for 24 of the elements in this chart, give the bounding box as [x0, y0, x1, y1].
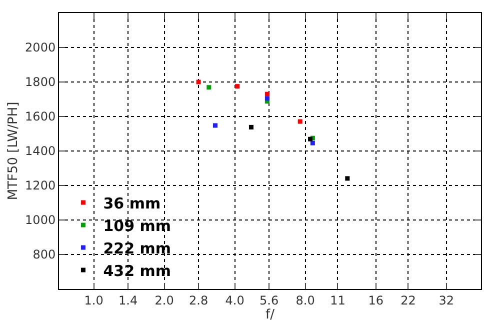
x-tick-label: 8.0 — [296, 293, 315, 308]
x-tick-label: 32 — [438, 293, 454, 308]
x-tick-label: 1.0 — [84, 293, 104, 308]
y-tick-label: 1600 — [25, 110, 56, 124]
x-tick-label: 2.0 — [154, 293, 174, 308]
x-tick-label: 16 — [368, 293, 384, 308]
y-tick-label: 1800 — [25, 75, 56, 90]
y-tick-label: 1000 — [25, 213, 56, 228]
x-tick-label: 2.8 — [189, 293, 208, 308]
legend-label: 432 mm — [103, 262, 172, 280]
x-tick-label: 11 — [330, 293, 346, 308]
y-tick-label: 1400 — [25, 144, 56, 158]
y-tick-label: 2000 — [25, 40, 56, 55]
legend-label: 222 mm — [103, 239, 172, 258]
legend-label: 36 mm — [103, 194, 161, 212]
x-tick-label: 22 — [400, 293, 416, 308]
y-axis-title: MTF50 [LW/PH] — [6, 102, 22, 200]
x-tick-label: 5.6 — [260, 293, 279, 308]
y-tick-label: 800 — [32, 248, 56, 262]
x-tick-label: 1.4 — [118, 293, 138, 308]
x-axis-title: f/ — [266, 307, 276, 322]
y-tick-label: 1200 — [25, 178, 56, 193]
x-tick-label: 4.0 — [225, 293, 244, 308]
legend-label: 109 mm — [103, 216, 172, 235]
